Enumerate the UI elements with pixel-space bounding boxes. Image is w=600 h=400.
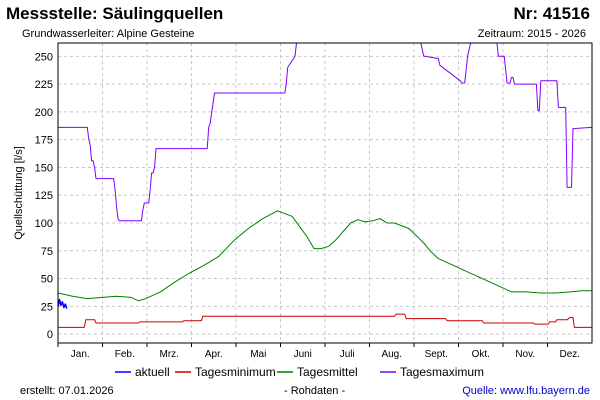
aquifer-label: Grundwasserleiter: Alpine Gesteine bbox=[22, 28, 195, 40]
x-tick-label: Juli bbox=[340, 349, 355, 360]
station-number: Nr: 41516 bbox=[513, 4, 590, 23]
y-tick-label: 100 bbox=[35, 218, 53, 230]
x-tick-label: Apr. bbox=[205, 349, 223, 360]
series-line-tagesmaximum bbox=[58, 43, 592, 222]
y-tick-label: 225 bbox=[35, 79, 53, 91]
period-label: Zeitraum: 2015 - 2026 bbox=[477, 28, 586, 40]
x-tick-label: Nov. bbox=[515, 349, 535, 360]
legend-entry: Tagesminimum bbox=[195, 365, 276, 379]
series-lines bbox=[58, 43, 592, 328]
source-link[interactable]: Quelle: www.lfu.bayern.de bbox=[462, 385, 590, 397]
x-tick-label: Mai bbox=[250, 349, 266, 360]
series-line-tagesmittel bbox=[58, 210, 592, 302]
x-tick-label: Mrz. bbox=[160, 349, 179, 360]
y-tick-label: 200 bbox=[35, 107, 53, 119]
x-tick-label: Aug. bbox=[381, 349, 402, 360]
page-title: Messstelle: Säulingquellen bbox=[6, 4, 224, 23]
x-tick-label: Jan. bbox=[71, 349, 90, 360]
tick-labels: 0 25 50 75 100 125 150 175 200 225 250 Jan. Feb. Mrz.… bbox=[35, 51, 580, 360]
raw-data-note: - Rohdaten - bbox=[284, 385, 346, 397]
y-tick-label: 150 bbox=[35, 162, 53, 174]
y-tick-label: 250 bbox=[35, 51, 53, 63]
legend: aktuell Tagesminimum Tagesmittel Tagesmaxim… bbox=[115, 365, 484, 379]
legend-entry: Tagesmaximum bbox=[400, 365, 484, 379]
grid bbox=[57, 43, 592, 347]
created-date: erstellt: 07.01.2026 bbox=[20, 385, 114, 397]
y-tick-label: 175 bbox=[35, 135, 53, 147]
legend-entry: Tagesmittel bbox=[297, 365, 358, 379]
y-tick-label: 125 bbox=[35, 190, 53, 202]
y-tick-label: 75 bbox=[41, 246, 53, 258]
x-tick-label: Dez. bbox=[559, 349, 580, 360]
y-axis-label: Quellschüttung [l/s] bbox=[13, 146, 25, 240]
y-tick-label: 50 bbox=[41, 274, 53, 286]
plot-frame bbox=[57, 42, 593, 344]
series-line-tagesminimum bbox=[58, 313, 592, 328]
y-tick-label: 25 bbox=[41, 301, 53, 313]
x-tick-label: Juni bbox=[294, 349, 312, 360]
x-tick-label: Feb. bbox=[115, 349, 135, 360]
x-tick-label: Sept. bbox=[425, 349, 448, 360]
series-line-aktuell bbox=[58, 298, 68, 309]
legend-entry: aktuell bbox=[135, 365, 170, 379]
x-tick-label: Okt. bbox=[472, 349, 490, 360]
y-tick-label: 0 bbox=[47, 329, 53, 341]
